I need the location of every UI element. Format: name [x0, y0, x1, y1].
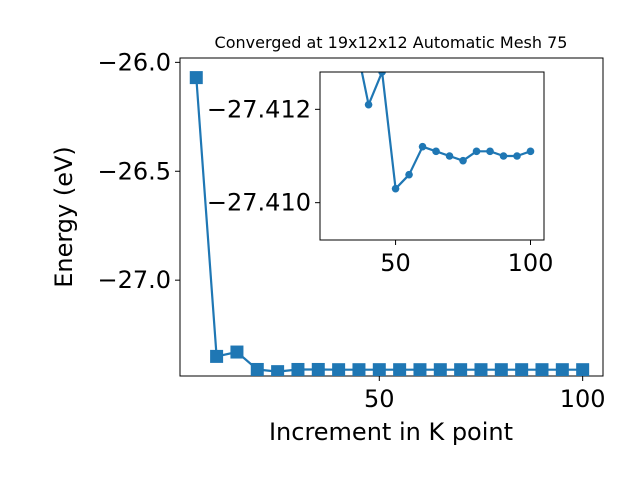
main-plot-area: 50 100 −26.0 −26.5 −27.0 — [97, 48, 605, 413]
inset-y-tick-label: −27.412 — [207, 95, 311, 123]
inset-data-point — [459, 156, 467, 165]
inset-data-point — [445, 152, 454, 160]
main-data-point — [352, 363, 366, 376]
inset-plot-area: 50 100 −27.412 −27.410 — [207, 72, 554, 277]
y-axis-label: Energy (eV) — [50, 146, 78, 288]
main-data-point — [535, 363, 549, 376]
inset-y-tick-label: −27.410 — [207, 189, 311, 217]
main-data-point — [454, 363, 468, 376]
main-series-group — [189, 71, 590, 376]
main-data-point — [189, 71, 203, 85]
main-data-point — [555, 363, 569, 376]
main-data-point — [494, 363, 508, 376]
inset-data-point — [472, 147, 481, 156]
inset-data-point — [432, 147, 440, 156]
inset-data-point — [391, 184, 400, 193]
inset-data-point — [526, 147, 535, 156]
inset-data-point — [486, 147, 494, 156]
main-data-point — [515, 363, 529, 376]
inset-data-point — [378, 72, 386, 76]
main-data-point — [372, 363, 386, 376]
main-data-point — [474, 363, 488, 376]
main-data-point — [576, 363, 590, 376]
inset-data-point — [405, 170, 413, 179]
main-y-tick-label: −26.5 — [97, 157, 171, 185]
main-data-point — [271, 365, 285, 376]
inset-data-point — [513, 152, 521, 160]
inset-x-tick-label: 50 — [380, 249, 411, 277]
inset-data-point — [364, 100, 373, 109]
x-axis-label: Increment in K point — [269, 418, 513, 446]
main-x-tick-label: 50 — [364, 385, 395, 413]
chart-title: Converged at 19x12x12 Automatic Mesh 75 — [215, 33, 568, 52]
main-data-point — [311, 362, 325, 376]
inset-data-point — [499, 152, 508, 160]
inset-plot-border — [319, 71, 545, 241]
main-data-point — [210, 349, 224, 363]
main-data-point — [433, 363, 447, 376]
main-plot-frame — [179, 57, 604, 377]
main-x-tick-label: 100 — [560, 385, 606, 413]
main-data-point — [332, 363, 346, 376]
main-y-tick-label: −27.0 — [97, 266, 171, 294]
main-data-point — [393, 363, 407, 376]
inset-data-point — [418, 142, 427, 151]
main-data-point — [250, 362, 264, 376]
main-data-point — [413, 363, 427, 376]
main-data-point — [230, 345, 244, 359]
main-data-point — [291, 362, 305, 376]
main-y-tick-label: −26.0 — [97, 48, 171, 76]
inset-series-group — [360, 72, 535, 193]
inset-x-tick-label: 100 — [508, 249, 554, 277]
